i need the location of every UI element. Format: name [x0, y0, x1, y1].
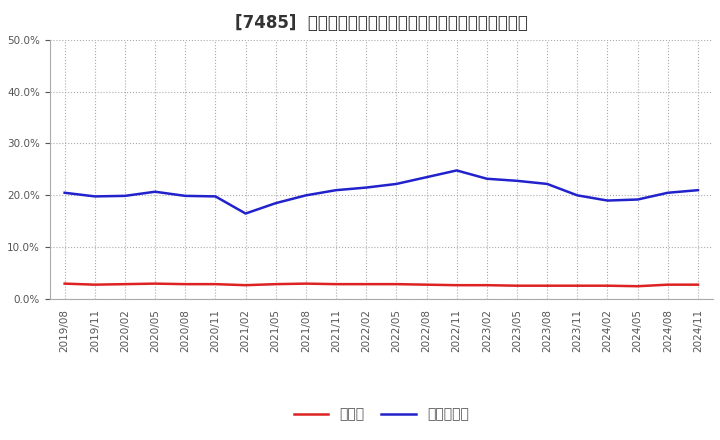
有利子負債	[211, 194, 220, 199]
Line: 有利子負債: 有利子負債	[65, 170, 698, 213]
現預金	[452, 282, 461, 288]
有利子負債	[422, 175, 431, 180]
Legend: 現預金, 有利子負債: 現預金, 有利子負債	[288, 402, 474, 427]
Title: [7485]  現預金、有利子負債の総資産に対する比率の推移: [7485] 現預金、有利子負債の総資産に対する比率の推移	[235, 15, 528, 33]
有利子負債	[452, 168, 461, 173]
現預金	[302, 281, 310, 286]
現預金	[362, 282, 371, 287]
現預金	[543, 283, 552, 288]
有利子負債	[362, 185, 371, 190]
有利子負債	[634, 197, 642, 202]
現預金	[603, 283, 612, 288]
現預金	[422, 282, 431, 287]
現預金	[271, 282, 280, 287]
現預金	[332, 282, 341, 287]
現預金	[211, 282, 220, 287]
現預金	[150, 281, 159, 286]
現預金	[513, 283, 521, 288]
有利子負債	[241, 211, 250, 216]
有利子負債	[664, 190, 672, 195]
現預金	[392, 282, 401, 287]
現預金	[91, 282, 99, 287]
現預金	[664, 282, 672, 287]
現預金	[482, 282, 491, 288]
現預金	[181, 282, 189, 287]
有利子負債	[302, 193, 310, 198]
有利子負債	[392, 181, 401, 187]
有利子負債	[543, 181, 552, 187]
有利子負債	[573, 193, 582, 198]
現預金	[573, 283, 582, 288]
有利子負債	[332, 187, 341, 193]
有利子負債	[150, 189, 159, 194]
有利子負債	[60, 190, 69, 195]
現預金	[241, 282, 250, 288]
有利子負債	[121, 193, 130, 198]
現預金	[693, 282, 702, 287]
現預金	[121, 282, 130, 287]
有利子負債	[693, 187, 702, 193]
有利子負債	[482, 176, 491, 181]
有利子負債	[513, 178, 521, 183]
有利子負債	[271, 201, 280, 206]
有利子負債	[91, 194, 99, 199]
現預金	[634, 284, 642, 289]
有利子負債	[603, 198, 612, 203]
現預金	[60, 281, 69, 286]
Line: 現預金: 現預金	[65, 284, 698, 286]
有利子負債	[181, 193, 189, 198]
